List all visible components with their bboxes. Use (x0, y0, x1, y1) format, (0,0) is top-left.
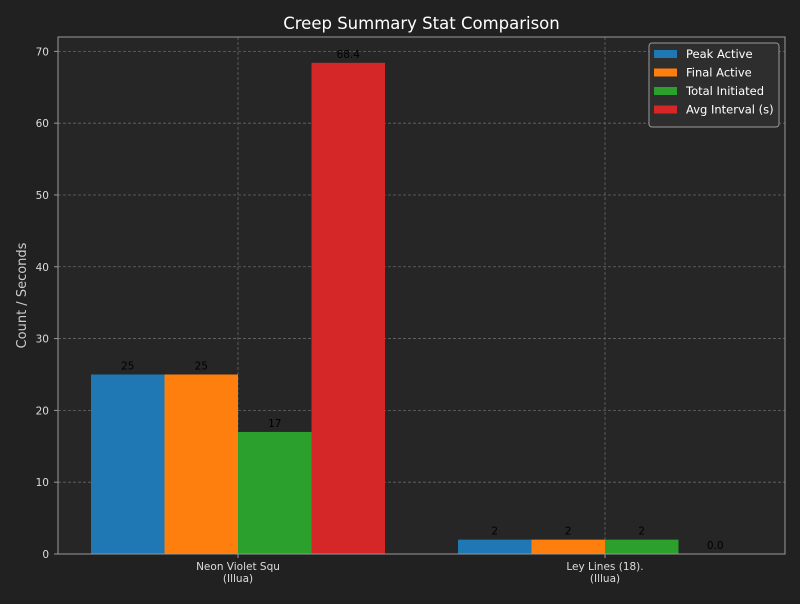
bar (164, 374, 238, 554)
legend-swatch (654, 87, 677, 95)
legend-swatch (654, 105, 677, 114)
x-tick-label: Neon Violet Squ (196, 561, 280, 573)
legend: Peak Active Final Active Total Initiated Av… (648, 42, 780, 128)
y-tick-label: 40 (36, 262, 49, 274)
bar (531, 539, 605, 554)
legend-label: Avg Interval (s) (686, 103, 774, 117)
bar (458, 539, 532, 554)
y-tick-label: 50 (36, 190, 49, 202)
legend-label: Peak Active (686, 47, 753, 61)
data-label: 2 (565, 526, 572, 538)
x-tick-label: (Illua) (223, 573, 253, 585)
legend-label: Total Initiated (685, 84, 764, 98)
y-tick-label: 10 (36, 477, 49, 489)
y-tick-label: 30 (36, 334, 49, 346)
legend-swatch (654, 50, 677, 58)
y-tick-label: 0 (42, 549, 49, 561)
data-label: 2 (491, 526, 498, 538)
data-label: 17 (268, 418, 281, 430)
bar (238, 431, 312, 554)
data-label: 0.0 (707, 540, 724, 552)
plot-frame (57, 36, 786, 555)
y-tick-label: 70 (36, 46, 49, 58)
x-tick-label: (Illua) (590, 573, 620, 585)
legend-box (648, 42, 780, 128)
y-axis-label: Count / Seconds (15, 242, 30, 348)
data-label: 68.4 (337, 49, 361, 61)
bar (605, 539, 679, 554)
x-tick-label: Ley Lines (18). (566, 561, 643, 573)
y-tick-label: 60 (36, 118, 49, 130)
legend-label: Final Active (686, 66, 752, 80)
legend-swatch (654, 68, 677, 77)
bars (91, 62, 679, 554)
chart-title: Creep Summary Stat Comparison (283, 14, 560, 33)
data-label: 25 (195, 360, 208, 372)
bar (91, 374, 165, 554)
y-tick-label: 20 (36, 405, 49, 417)
data-label: 2 (638, 526, 645, 538)
data-label: 25 (121, 360, 134, 372)
data-labels: 25 2 25 2 17 2 68.4 0.0 (121, 49, 724, 552)
bar (311, 62, 385, 554)
